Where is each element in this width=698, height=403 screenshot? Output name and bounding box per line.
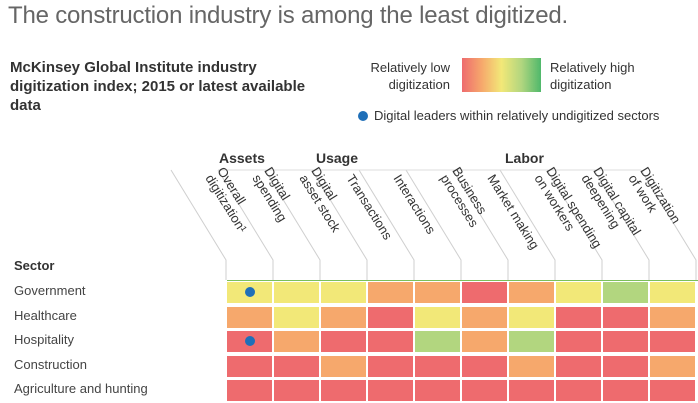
- heatmap-cell: [227, 355, 272, 377]
- heatmap-cell: [227, 380, 272, 401]
- legend-low-label: Relatively low digitization: [370, 60, 450, 92]
- column-separator: [499, 169, 556, 280]
- heatmap-cell: [556, 380, 601, 401]
- heatmap-cell: [368, 306, 413, 328]
- column-separator: [452, 169, 509, 280]
- heatmap-cell: [509, 355, 554, 377]
- heatmap-cell: [415, 282, 460, 303]
- column-header-label: Market making: [484, 172, 542, 252]
- heatmap-cell: [650, 282, 695, 303]
- heatmap-cell: [274, 380, 319, 401]
- heatmap-cell: [321, 306, 366, 328]
- page-title: The construction industry is among the l…: [8, 2, 568, 29]
- column-separator: [170, 169, 227, 280]
- heatmap-cell: [509, 331, 554, 352]
- leader-dot-icon: [245, 336, 255, 346]
- sector-column-header: Sector: [14, 258, 55, 273]
- heatmap-cell: [274, 331, 319, 352]
- column-separator: [405, 169, 462, 280]
- legend-high-label: Relatively high digitization: [550, 60, 635, 92]
- column-header-text: Market making: [484, 172, 542, 252]
- heatmap-cell: [274, 306, 319, 328]
- heatmap-cell: [462, 355, 507, 377]
- heatmap-cell: [509, 282, 554, 303]
- column-header-label: Interactions: [390, 172, 439, 237]
- heatmap-cell: [556, 282, 601, 303]
- sector-label: Hospitality: [14, 332, 74, 347]
- heatmap-cell: [650, 331, 695, 352]
- heatmap-cell: [227, 306, 272, 328]
- heatmap-cell: [321, 380, 366, 401]
- leader-dot-icon: [358, 110, 368, 121]
- heatmap-cell: [603, 355, 648, 377]
- heatmap-cell: [650, 306, 695, 328]
- heatmap-cell: [415, 355, 460, 377]
- heatmap-cell: [227, 282, 272, 303]
- group-label-usage: Usage: [316, 150, 359, 166]
- heatmap-cell: [415, 331, 460, 352]
- heatmap-cell: [462, 331, 507, 352]
- heatmap-cell: [415, 380, 460, 401]
- heatmap-cell: [462, 380, 507, 401]
- heatmap-cell: [321, 282, 366, 303]
- column-separator: [640, 169, 697, 280]
- heatmap-cell: [227, 331, 272, 352]
- header-divider: [227, 280, 698, 281]
- column-header-text: Transactions: [343, 172, 395, 243]
- heatmap-cell: [415, 306, 460, 328]
- column-separator: [217, 169, 274, 280]
- heatmap-cell: [368, 380, 413, 401]
- column-header-label: Transactions: [343, 172, 395, 243]
- heatmap-cell: [462, 306, 507, 328]
- sector-label: Government: [14, 283, 86, 298]
- group-label-assets: Assets: [219, 150, 265, 166]
- heatmap-cell: [603, 306, 648, 328]
- heatmap-cell: [321, 355, 366, 377]
- heatmap-cell: [321, 331, 366, 352]
- heatmap-cell: [274, 282, 319, 303]
- heatmap-cell: [462, 282, 507, 303]
- column-separator: [358, 169, 415, 280]
- sector-label: Healthcare: [14, 307, 77, 323]
- heatmap-cell: [603, 282, 648, 303]
- sector-label: Agriculture and hunting: [14, 381, 148, 396]
- leader-dot-icon: [245, 287, 255, 297]
- sector-label: Construction: [14, 356, 87, 372]
- heatmap-cell: [368, 282, 413, 303]
- heatmap-cell: [509, 380, 554, 401]
- group-label-labor: Labor: [505, 150, 544, 166]
- heatmap-cell: [556, 331, 601, 352]
- column-header-text: Interactions: [390, 172, 439, 237]
- heatmap-cell: [368, 355, 413, 377]
- column-separator: [264, 169, 321, 280]
- heatmap-cell: [603, 331, 648, 352]
- heatmap-cell: [368, 331, 413, 352]
- heatmap-cell: [556, 355, 601, 377]
- heatmap-cell: [603, 380, 648, 401]
- column-separator: [593, 169, 650, 280]
- legend-dot-label: Digital leaders within relatively undigi…: [374, 108, 660, 123]
- column-separator: [546, 169, 603, 280]
- heatmap-cell: [650, 355, 695, 377]
- heatmap-cell: [509, 306, 554, 328]
- heatmap-cell: [274, 355, 319, 377]
- legend-gradient-bar: [462, 58, 541, 92]
- legend-dot-entry: Digital leaders within relatively undigi…: [358, 108, 659, 123]
- heatmap-cell: [650, 380, 695, 401]
- heatmap-cell: [556, 306, 601, 328]
- chart-subtitle: McKinsey Global Institute industry digit…: [10, 59, 306, 114]
- column-separator: [311, 169, 368, 280]
